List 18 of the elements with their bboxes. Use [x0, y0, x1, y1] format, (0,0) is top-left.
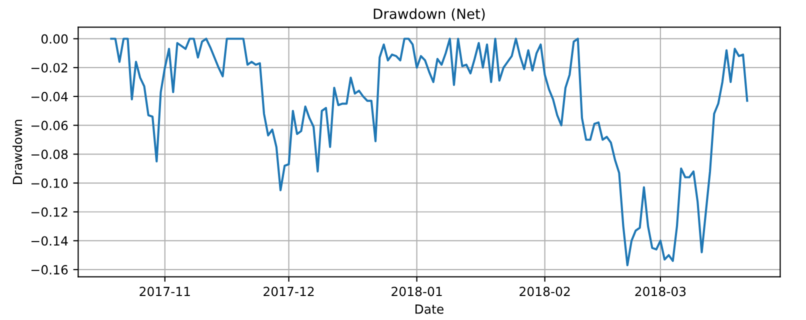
y-tick-label: −0.12: [31, 207, 68, 217]
x-tick-label: 2017-11: [140, 286, 190, 296]
x-tick-label: 2018-03: [635, 286, 686, 296]
y-tick-label: −0.08: [31, 150, 68, 160]
x-tick-label: 2018-02: [520, 286, 570, 296]
line-series: [110, 38, 748, 266]
y-tick-label: 0.00: [41, 34, 68, 44]
x-tick-label: 2018-01: [392, 286, 442, 296]
y-tick-label: −0.06: [31, 120, 68, 130]
y-tick-label: −0.02: [31, 63, 68, 73]
x-axis-title: Date: [415, 304, 444, 314]
chart-title: Drawdown (Net): [374, 8, 485, 21]
y-tick-label: −0.10: [31, 178, 68, 188]
y-tick-label: −0.04: [31, 92, 68, 102]
y-tick-label: −0.14: [31, 236, 68, 246]
y-axis-title: Drawdown: [12, 120, 22, 184]
y-tick-label: −0.16: [31, 265, 68, 275]
x-tick-label: 2017-12: [264, 286, 314, 296]
